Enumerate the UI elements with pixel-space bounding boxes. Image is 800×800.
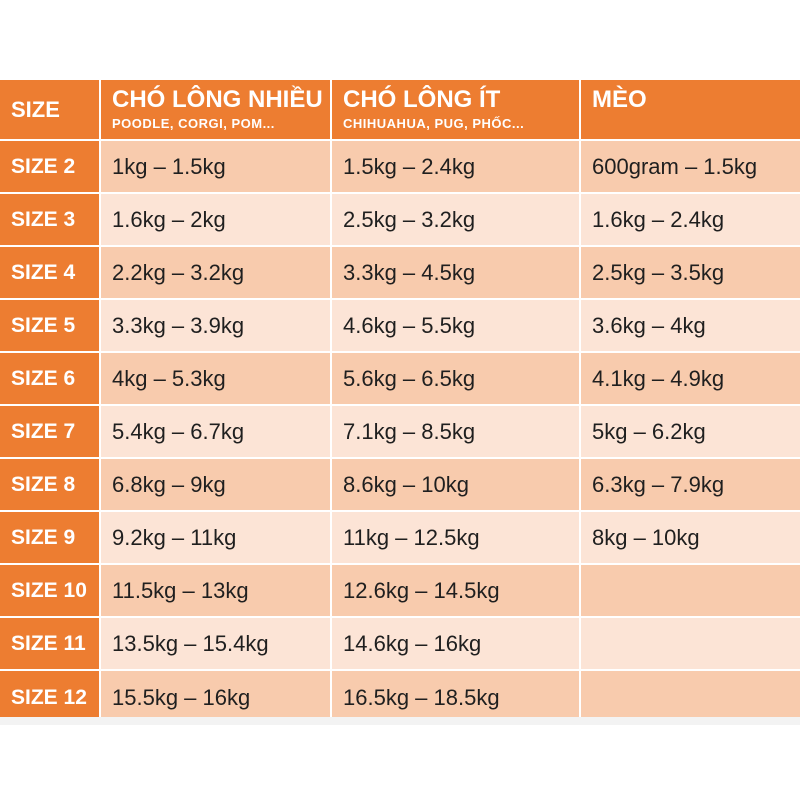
long-hair-dog-weight-cell: 11.5kg – 13kg	[101, 565, 332, 618]
long-hair-dog-weight-cell: 1.6kg – 2kg	[101, 194, 332, 247]
table-row: SIZE 9 9.2kg – 11kg 11kg – 12.5kg 8kg – 10k…	[0, 512, 800, 565]
header-cats: MÈO	[581, 80, 800, 141]
table-row: SIZE 11 13.5kg – 15.4kg 14.6kg – 16kg	[0, 618, 800, 671]
table-row: SIZE 6 4kg – 5.3kg 5.6kg – 6.5kg 4.1kg – 4.…	[0, 353, 800, 406]
header-row: SIZE CHÓ LÔNG NHIỀU POODLE, CORGI, POM..…	[0, 80, 800, 141]
cat-weight-cell	[581, 671, 800, 724]
long-hair-dog-weight-cell: 3.3kg – 3.9kg	[101, 300, 332, 353]
table-row: SIZE 4 2.2kg – 3.2kg 3.3kg – 4.5kg 2.5kg – …	[0, 247, 800, 300]
header-long-hair-dogs-title: CHÓ LÔNG NHIỀU	[112, 86, 323, 113]
table-row: SIZE 12 15.5kg – 16kg 16.5kg – 18.5kg	[0, 671, 800, 724]
table-body: SIZE 2 1kg – 1.5kg 1.5kg – 2.4kg 600gram – …	[0, 141, 800, 724]
cat-weight-cell: 2.5kg – 3.5kg	[581, 247, 800, 300]
short-hair-dog-weight-cell: 7.1kg – 8.5kg	[332, 406, 581, 459]
header-cats-title: MÈO	[592, 86, 647, 113]
size-label-cell: SIZE 3	[0, 194, 101, 247]
size-label-cell: SIZE 4	[0, 247, 101, 300]
short-hair-dog-weight-cell: 14.6kg – 16kg	[332, 618, 581, 671]
size-label-cell: SIZE 8	[0, 459, 101, 512]
cat-weight-cell: 8kg – 10kg	[581, 512, 800, 565]
table-row: SIZE 3 1.6kg – 2kg 2.5kg – 3.2kg 1.6kg – 2.…	[0, 194, 800, 247]
size-label-cell: SIZE 9	[0, 512, 101, 565]
short-hair-dog-weight-cell: 1.5kg – 2.4kg	[332, 141, 581, 194]
size-label-cell: SIZE 5	[0, 300, 101, 353]
short-hair-dog-weight-cell: 8.6kg – 10kg	[332, 459, 581, 512]
size-label-cell: SIZE 2	[0, 141, 101, 194]
table-row: SIZE 5 3.3kg – 3.9kg 4.6kg – 5.5kg 3.6kg – …	[0, 300, 800, 353]
short-hair-dog-weight-cell: 11kg – 12.5kg	[332, 512, 581, 565]
cat-weight-cell: 3.6kg – 4kg	[581, 300, 800, 353]
cat-weight-cell: 6.3kg – 7.9kg	[581, 459, 800, 512]
table-row: SIZE 2 1kg – 1.5kg 1.5kg – 2.4kg 600gram – …	[0, 141, 800, 194]
header-short-hair-dogs-title: CHÓ LÔNG ÍT	[343, 86, 501, 113]
table-row: SIZE 10 11.5kg – 13kg 12.6kg – 14.5kg	[0, 565, 800, 618]
table-bottom-strip	[0, 717, 800, 725]
size-label-cell: SIZE 12	[0, 671, 101, 724]
short-hair-dog-weight-cell: 2.5kg – 3.2kg	[332, 194, 581, 247]
header-long-hair-dogs-subtitle: POODLE, CORGI, POM...	[112, 116, 275, 131]
size-label-cell: SIZE 11	[0, 618, 101, 671]
cat-weight-cell	[581, 565, 800, 618]
header-short-hair-dogs-subtitle: CHIHUAHUA, PUG, PHỐC...	[343, 116, 525, 131]
header-long-hair-dogs: CHÓ LÔNG NHIỀU POODLE, CORGI, POM...	[101, 80, 332, 141]
table-row: SIZE 7 5.4kg – 6.7kg 7.1kg – 8.5kg 5kg – 6.…	[0, 406, 800, 459]
header-size-label: SIZE	[11, 96, 60, 122]
size-chart-table: SIZE CHÓ LÔNG NHIỀU POODLE, CORGI, POM..…	[0, 80, 800, 724]
long-hair-dog-weight-cell: 15.5kg – 16kg	[101, 671, 332, 724]
short-hair-dog-weight-cell: 12.6kg – 14.5kg	[332, 565, 581, 618]
long-hair-dog-weight-cell: 6.8kg – 9kg	[101, 459, 332, 512]
long-hair-dog-weight-cell: 4kg – 5.3kg	[101, 353, 332, 406]
long-hair-dog-weight-cell: 5.4kg – 6.7kg	[101, 406, 332, 459]
long-hair-dog-weight-cell: 13.5kg – 15.4kg	[101, 618, 332, 671]
short-hair-dog-weight-cell: 5.6kg – 6.5kg	[332, 353, 581, 406]
size-label-cell: SIZE 7	[0, 406, 101, 459]
short-hair-dog-weight-cell: 3.3kg – 4.5kg	[332, 247, 581, 300]
header-size: SIZE	[0, 80, 101, 141]
size-label-cell: SIZE 10	[0, 565, 101, 618]
table-row: SIZE 8 6.8kg – 9kg 8.6kg – 10kg 6.3kg – 7.9…	[0, 459, 800, 512]
short-hair-dog-weight-cell: 16.5kg – 18.5kg	[332, 671, 581, 724]
cat-weight-cell: 1.6kg – 2.4kg	[581, 194, 800, 247]
cat-weight-cell: 5kg – 6.2kg	[581, 406, 800, 459]
cat-weight-cell	[581, 618, 800, 671]
long-hair-dog-weight-cell: 1kg – 1.5kg	[101, 141, 332, 194]
header-short-hair-dogs: CHÓ LÔNG ÍT CHIHUAHUA, PUG, PHỐC...	[332, 80, 581, 141]
size-label-cell: SIZE 6	[0, 353, 101, 406]
long-hair-dog-weight-cell: 2.2kg – 3.2kg	[101, 247, 332, 300]
short-hair-dog-weight-cell: 4.6kg – 5.5kg	[332, 300, 581, 353]
cat-weight-cell: 600gram – 1.5kg	[581, 141, 800, 194]
cat-weight-cell: 4.1kg – 4.9kg	[581, 353, 800, 406]
long-hair-dog-weight-cell: 9.2kg – 11kg	[101, 512, 332, 565]
